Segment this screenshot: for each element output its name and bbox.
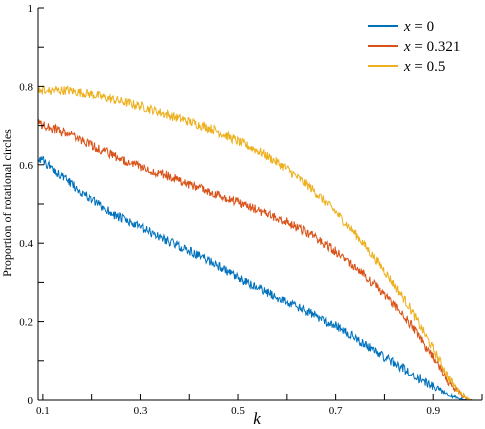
series-line-1: [37, 155, 473, 401]
series-layer: [37, 85, 473, 401]
y-tick-label: 1: [28, 3, 34, 15]
y-axis-title: Proportion of rotational circles: [0, 129, 14, 277]
legend: x = 0 x = 0.321 x = 0.5: [368, 19, 460, 75]
x-tick-label: 0.7: [329, 405, 343, 417]
x-axis-title: k: [253, 409, 261, 428]
x-tick-label: 0.3: [134, 405, 148, 417]
x-tick-label: 0.5: [231, 405, 245, 417]
plot-background: [38, 8, 482, 400]
x-tick-label: 0.1: [36, 405, 50, 417]
series-line-2: [37, 118, 473, 401]
series-line-3: [37, 85, 473, 401]
y-tick-label: 0: [28, 395, 34, 407]
axes-layer: 0.1 0.3 0.5 0.7 0.9 0 0.2 0.4 0.6 0.8 1: [19, 3, 483, 417]
legend-label-1: x = 0: [403, 19, 434, 35]
plot-area: [38, 8, 482, 400]
x-tick-label: 0.9: [426, 405, 440, 417]
legend-label-3: x = 0.5: [403, 59, 445, 75]
y-tick-label: 0.8: [19, 81, 33, 93]
y-tick-label: 0.6: [19, 160, 33, 172]
legend-label-2: x = 0.321: [403, 39, 460, 55]
y-tick-label: 0.4: [19, 238, 33, 250]
y-tick-label: 0.2: [19, 317, 33, 329]
